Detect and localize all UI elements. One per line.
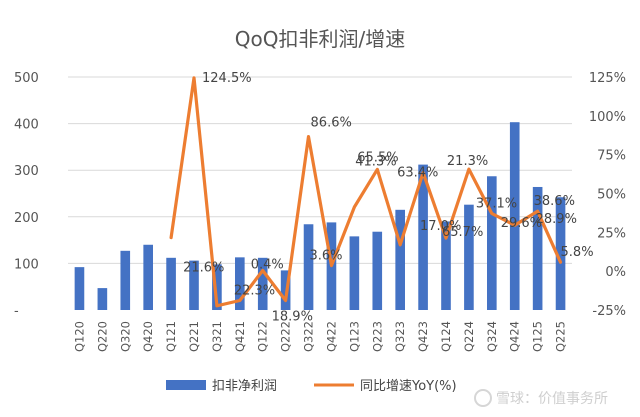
- data-label: 86.6%: [311, 116, 352, 131]
- bar: [257, 257, 268, 310]
- bar: [189, 260, 199, 310]
- x-axis-tick-label: Q220: [95, 321, 109, 352]
- bar: [372, 231, 383, 310]
- bar: [418, 164, 428, 310]
- legend: 扣非净利润 同比增速YoY(%): [166, 379, 457, 394]
- left-axis-tick-label: 500: [14, 71, 39, 86]
- left-axis-tick-label: 400: [14, 118, 39, 133]
- bar: [349, 236, 360, 310]
- data-label: 29.6%: [501, 216, 542, 231]
- data-label: 17.0%: [420, 219, 461, 234]
- data-label: 28.9%: [536, 212, 577, 227]
- right-axis-tick-label: 50%: [597, 188, 626, 203]
- x-axis-tick-label: Q123: [347, 321, 361, 352]
- legend-label-bar: 扣非净利润: [212, 379, 277, 394]
- x-axis-tick-label: Q424: [508, 321, 522, 352]
- bar: [120, 250, 131, 310]
- bar: [555, 197, 566, 310]
- data-label: 65.7%: [442, 225, 483, 240]
- x-axis-tick-label: Q422: [324, 321, 338, 352]
- data-label: 63.4%: [397, 166, 438, 181]
- x-axis-tick-label: Q322: [302, 321, 316, 352]
- x-axis-tick-label: Q225: [554, 321, 568, 352]
- bar: [509, 122, 520, 311]
- data-label: 65.5%: [357, 150, 398, 165]
- left-axis: 500 400 300 200 100 -: [14, 71, 39, 319]
- x-axis-tick-label: Q222: [279, 321, 293, 352]
- bar: [235, 257, 245, 310]
- data-label: 22.3%: [234, 284, 275, 299]
- watermark: 雪球：价值事务所: [474, 389, 608, 407]
- x-axis-tick-label: Q221: [187, 321, 201, 352]
- bar: [441, 221, 451, 310]
- data-label: 124.5%: [202, 71, 252, 86]
- x-axis-tick-label: Q224: [462, 321, 476, 352]
- left-axis-tick-label: 100: [14, 257, 39, 272]
- bar: [143, 244, 153, 310]
- x-axis-tick-label: Q320: [118, 321, 132, 352]
- data-label: 38.6%: [534, 194, 575, 209]
- x-axis-tick-label: Q324: [485, 321, 499, 352]
- right-axis-tick-label: 100%: [589, 110, 626, 125]
- x-axis-tick-label: Q120: [72, 321, 86, 352]
- legend-label-line: 同比增速YoY(%): [360, 379, 457, 394]
- right-axis-tick-label: -25%: [592, 304, 626, 319]
- x-axis-tick-label: Q421: [233, 321, 247, 352]
- bar-series: [74, 122, 566, 311]
- data-label: 18.9%: [272, 310, 313, 325]
- data-label: 3.6%: [309, 249, 342, 264]
- data-label: 21.6%: [183, 261, 224, 276]
- x-axis-tick-label: Q321: [210, 321, 224, 352]
- data-label: 37.1%: [476, 197, 517, 212]
- data-label: 5.8%: [561, 245, 594, 260]
- left-axis-tick-label: 200: [14, 211, 39, 226]
- bar: [74, 267, 85, 310]
- data-label: 21.3%: [447, 154, 488, 169]
- x-axis-tick-label: Q420: [141, 321, 155, 352]
- watermark-text: 雪球：价值事务所: [496, 391, 608, 407]
- x-axis-tick-label: Q122: [256, 321, 270, 352]
- data-label: 41.3%: [355, 154, 396, 169]
- bar: [303, 224, 314, 310]
- x-axis: Q120 Q220 Q320 Q420 Q121 Q221 Q321 Q421 Q122 Q222…: [72, 321, 567, 352]
- right-axis-tick-label: 0%: [605, 265, 626, 280]
- right-axis-tick-label: 25%: [597, 226, 626, 241]
- legend-swatch-bar: [166, 380, 206, 390]
- bar: [532, 186, 543, 310]
- x-axis-tick-label: Q323: [393, 321, 407, 352]
- chart-title: QoQ扣非利润/增速: [235, 27, 405, 51]
- x-axis-tick-label: Q423: [416, 321, 430, 352]
- bar: [395, 209, 405, 310]
- bar: [97, 288, 108, 310]
- x-axis-tick-label: Q121: [164, 321, 178, 352]
- watermark-logo-icon: [474, 389, 492, 407]
- bar: [212, 264, 222, 310]
- bar: [487, 176, 497, 310]
- bar: [464, 204, 474, 310]
- yoy-line: [169, 76, 563, 308]
- x-axis-tick-label: Q124: [439, 321, 453, 352]
- x-axis-tick-label: Q125: [531, 321, 545, 352]
- data-label: 0.4%: [251, 258, 284, 273]
- bar: [166, 257, 176, 310]
- data-labels: 124.5% 21.6% 22.3% 18.9% 0.4% 3.6% 86.6% 65.5%4…: [183, 71, 593, 325]
- right-axis-tick-label: 125%: [589, 71, 626, 86]
- right-axis: 125% 100% 75% 50% 25% 0% -25%: [589, 71, 626, 319]
- right-axis-tick-label: 75%: [597, 149, 626, 164]
- line-series: [169, 76, 563, 308]
- left-axis-tick-label: 300: [14, 164, 39, 179]
- left-axis-tick-label: -: [14, 304, 19, 319]
- x-axis-tick-label: Q223: [370, 321, 384, 352]
